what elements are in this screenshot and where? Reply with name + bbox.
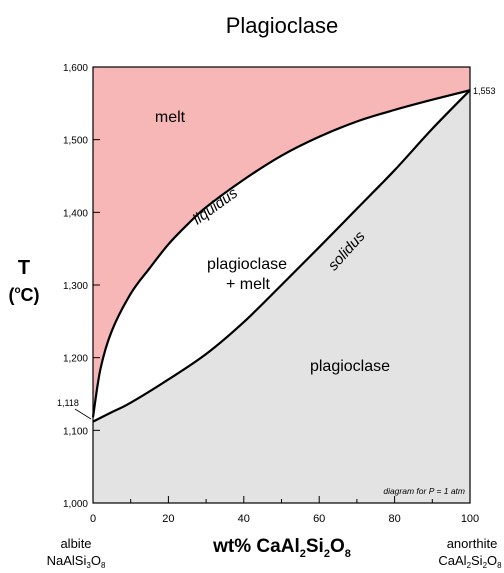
endmember-anorthite: anorthite — [447, 536, 498, 551]
y-tick-label: 1,200 — [63, 354, 88, 365]
x-tick-label: 60 — [313, 513, 325, 525]
endmember-albite: albite — [60, 536, 91, 551]
endmember-anorthite-formula: CaAl2Si2O8 — [438, 553, 502, 570]
endmember-albite-formula: NaAlSi3O8 — [47, 553, 106, 570]
label-two-phase-line1: plagioclase — [207, 256, 287, 273]
region-plagioclase — [93, 90, 470, 503]
annotation-1118: 1,118 — [57, 398, 79, 408]
y-axis-ticks: 1,000 1,100 1,200 1,300 1,400 1,500 1,600 — [63, 63, 100, 510]
annotation-1553: 1,553 — [473, 86, 496, 96]
x-tick-label: 20 — [162, 513, 174, 525]
y-tick-label: 1,300 — [63, 281, 88, 292]
region-melt — [93, 67, 470, 418]
y-tick-label: 1,400 — [63, 208, 88, 219]
solidus-curve — [92, 89, 471, 423]
label-two-phase-line2: + melt — [226, 276, 271, 293]
y-tick-label: 1,000 — [63, 499, 88, 510]
y-axis-unit: (oC) — [8, 285, 39, 305]
y-tick-label: 1,500 — [63, 136, 88, 147]
x-axis-ticks: 0 20 40 60 80 100 — [90, 496, 479, 525]
x-axis-title: wt% CaAl2Si2O8 — [212, 536, 351, 560]
x-tick-label: 40 — [238, 513, 250, 525]
annotation-1118-leader — [74, 408, 92, 420]
region-plagioclase-melt — [93, 90, 470, 422]
y-tick-label: 1,100 — [63, 426, 88, 437]
y-tick-label: 1,600 — [63, 63, 88, 74]
pressure-note: diagram for P = 1 atm — [383, 486, 465, 496]
label-melt: melt — [155, 109, 186, 126]
x-tick-label: 0 — [90, 513, 96, 525]
chart-title: Plagioclase — [226, 13, 339, 38]
label-plagioclase-solid: plagioclase — [310, 358, 390, 375]
y-axis-title: T — [18, 257, 30, 279]
x-tick-label: 100 — [461, 513, 479, 525]
liquidus-curve — [91, 89, 471, 418]
x-tick-label: 80 — [388, 513, 400, 525]
